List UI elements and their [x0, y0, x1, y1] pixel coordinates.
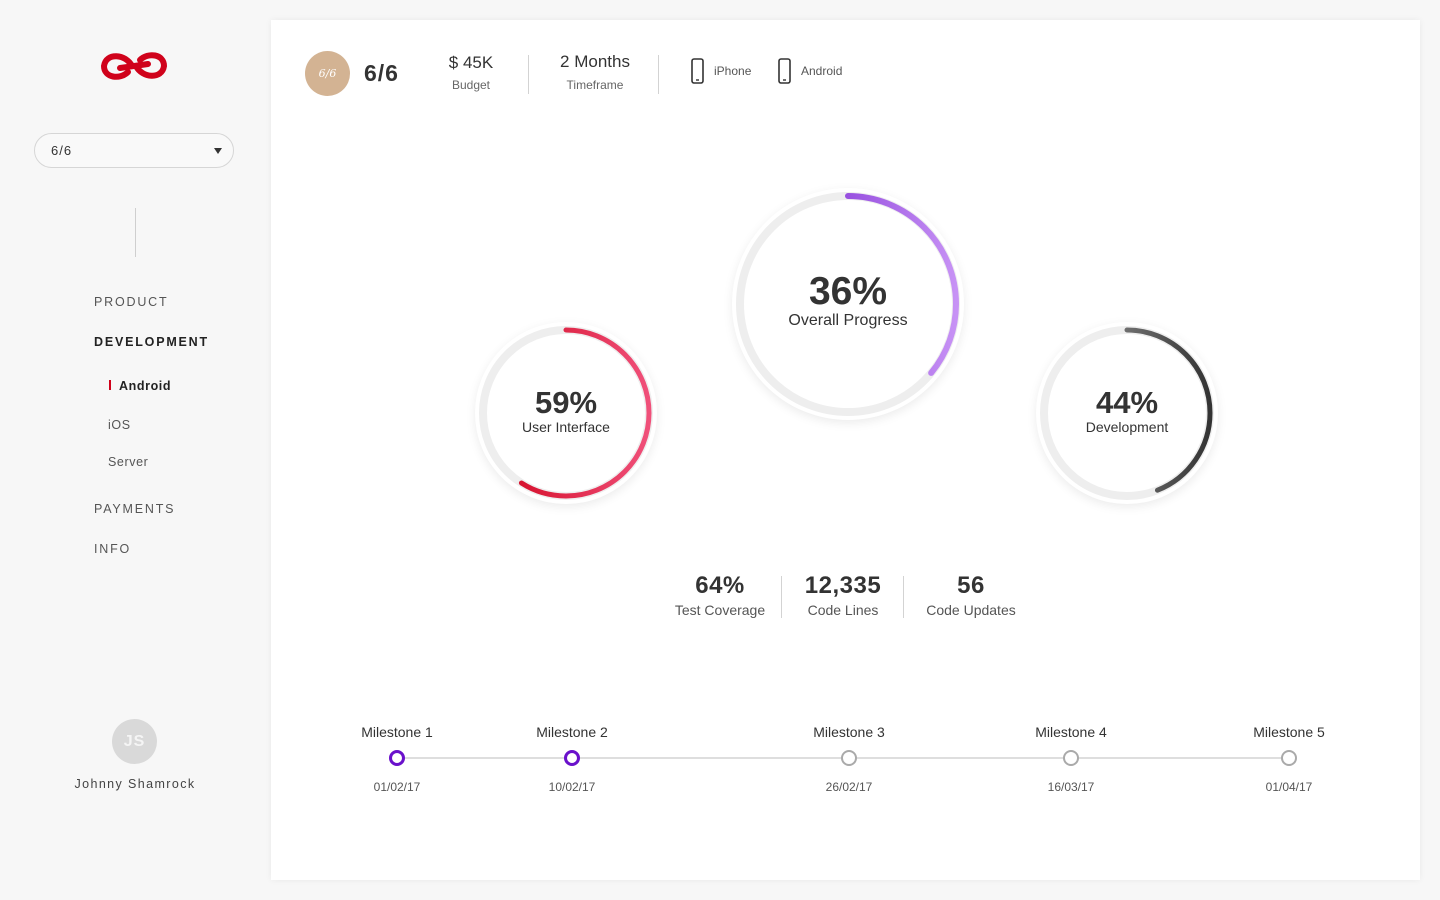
overall-percent: 36% — [808, 270, 888, 313]
metrics-divider — [903, 576, 904, 618]
phone-icon — [778, 58, 791, 84]
milestone-5-name: Milestone 5 — [1253, 724, 1325, 740]
code-lines-value: 12,335 — [804, 572, 882, 599]
test-coverage-label: Test Coverage — [674, 602, 766, 618]
budget-value: $ 45K — [448, 53, 494, 72]
progress-ring-graphic — [1040, 326, 1214, 500]
development-percent: 44% — [1095, 385, 1159, 420]
sidebar-item-development[interactable]: DEVELOPMENT — [94, 335, 209, 349]
timeframe-value: 2 Months — [560, 52, 630, 71]
user-interface-label: User Interface — [522, 419, 610, 435]
sidebar: 6/6 PRODUCT DEVELOPMENT Android iOS Serv… — [0, 0, 270, 900]
milestone-3-name: Milestone 3 — [813, 724, 885, 740]
milestone-1-date: 01/02/17 — [373, 780, 421, 794]
overall-label: Overall Progress — [788, 312, 908, 329]
milestone-3-dot[interactable] — [841, 750, 857, 766]
device-label: Android — [801, 64, 843, 78]
milestone-1-name: Milestone 1 — [361, 724, 433, 740]
milestone-1-dot[interactable] — [389, 750, 405, 766]
avatar[interactable]: JS — [112, 719, 157, 764]
sidebar-subitem-server[interactable]: Server — [108, 455, 149, 469]
header-divider — [658, 55, 659, 94]
milestone-3-date: 26/02/17 — [825, 780, 873, 794]
code-updates-label: Code Updates — [926, 602, 1016, 618]
sidebar-subitem-ios[interactable]: iOS — [108, 418, 131, 432]
brand-logo-icon[interactable] — [98, 46, 170, 86]
project-badge: 6/6 — [305, 51, 350, 96]
user-name[interactable]: Johnny Shamrock — [74, 777, 196, 791]
milestone-4-name: Milestone 4 — [1035, 724, 1107, 740]
progress-ring-graphic — [736, 192, 960, 416]
sidebar-divider — [135, 208, 136, 257]
phone-icon — [691, 58, 704, 84]
sidebar-item-product[interactable]: PRODUCT — [94, 295, 169, 309]
timeframe-label: Timeframe — [566, 78, 624, 92]
milestone-2-dot[interactable] — [564, 750, 580, 766]
budget-label: Budget — [451, 78, 491, 92]
milestone-2-name: Milestone 2 — [536, 724, 608, 740]
milestone-2-date: 10/02/17 — [548, 780, 596, 794]
project-title: 6/6 — [364, 60, 399, 86]
device-iphone[interactable]: iPhone — [691, 58, 751, 84]
device-android[interactable]: Android — [778, 58, 842, 84]
sidebar-item-payments[interactable]: PAYMENTS — [94, 502, 176, 516]
progress-ring-graphic — [479, 326, 653, 500]
main-panel: 6/6 6/6 $ 45K Budget 2 Months Timeframe … — [271, 20, 1420, 880]
user-interface-progress-ring: 59% User Interface — [475, 322, 657, 504]
header-divider — [528, 55, 529, 94]
chevron-down-icon — [214, 148, 222, 154]
overall-progress-ring: 36% Overall Progress — [732, 188, 964, 420]
milestone-5-date: 01/04/17 — [1265, 780, 1313, 794]
metrics-divider — [781, 576, 782, 618]
user-interface-percent: 59% — [534, 385, 598, 420]
test-coverage-value: 64% — [695, 572, 745, 599]
progress-arc — [480, 327, 652, 499]
milestone-4-date: 16/03/17 — [1047, 780, 1095, 794]
device-label: iPhone — [714, 64, 752, 78]
progress-arc — [737, 193, 959, 415]
sidebar-subitem-android[interactable]: Android — [119, 379, 172, 393]
code-updates-value: 56 — [957, 572, 985, 599]
sidebar-item-info[interactable]: INFO — [94, 542, 132, 556]
development-progress-ring: 44% Development — [1036, 322, 1218, 504]
code-lines-label: Code Lines — [807, 602, 879, 618]
development-label: Development — [1085, 419, 1169, 435]
milestone-5-dot[interactable] — [1281, 750, 1297, 766]
milestone-4-dot[interactable] — [1063, 750, 1079, 766]
active-sub-item-marker — [109, 380, 111, 390]
project-select-value: 6/6 — [51, 143, 73, 158]
progress-arc — [1041, 327, 1213, 499]
project-select[interactable]: 6/6 — [34, 133, 234, 168]
